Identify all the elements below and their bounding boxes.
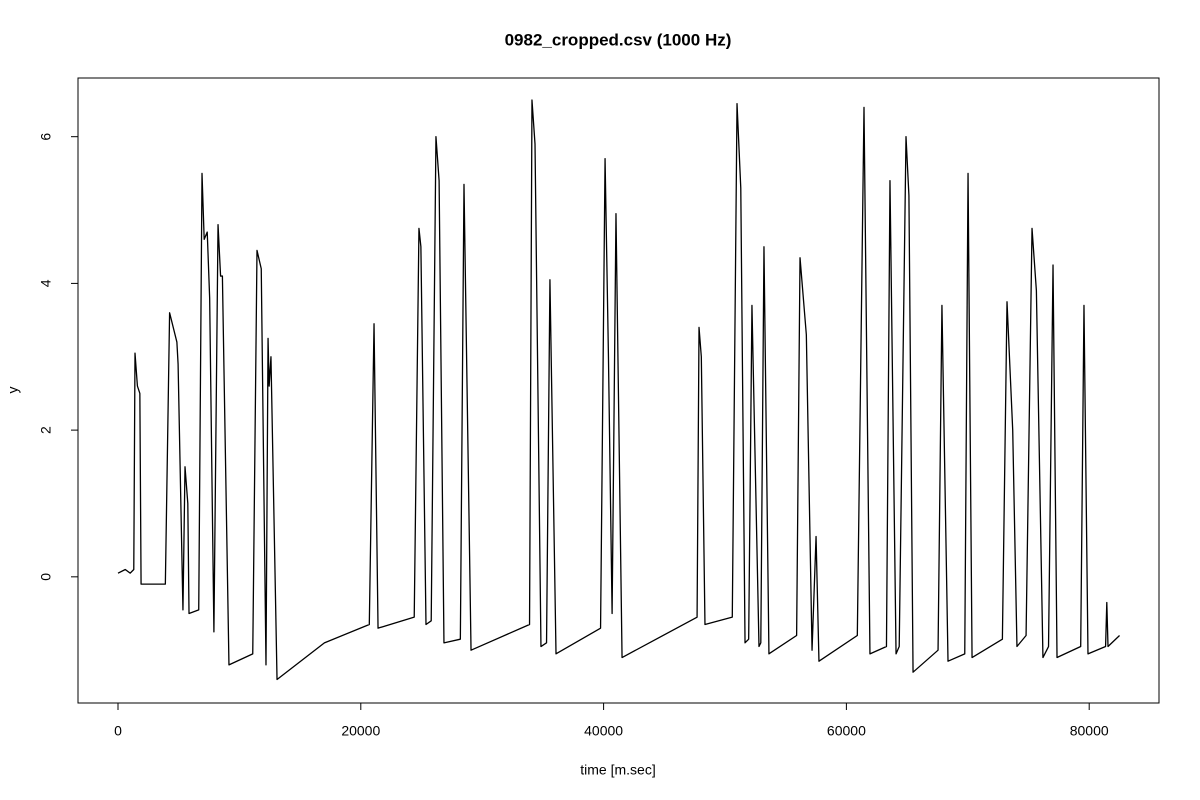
x-tick-label: 40000: [584, 723, 623, 739]
data-line: [117, 99, 1120, 681]
x-tick-label: 0: [114, 723, 122, 739]
chart-title: 0982_cropped.csv (1000 Hz): [505, 30, 732, 49]
y-tick-label: 2: [38, 426, 54, 434]
x-axis-label: time [m.sec]: [580, 762, 655, 778]
x-tick-label: 80000: [1070, 723, 1109, 739]
x-tick-label: 20000: [341, 723, 380, 739]
y-tick-label: 6: [38, 133, 54, 141]
y-tick-label: 4: [38, 279, 54, 287]
x-tick-label: 60000: [827, 723, 866, 739]
plot-frame: [77, 77, 1160, 704]
y-axis-label: y: [5, 387, 21, 394]
y-tick-label: 0: [38, 573, 54, 581]
